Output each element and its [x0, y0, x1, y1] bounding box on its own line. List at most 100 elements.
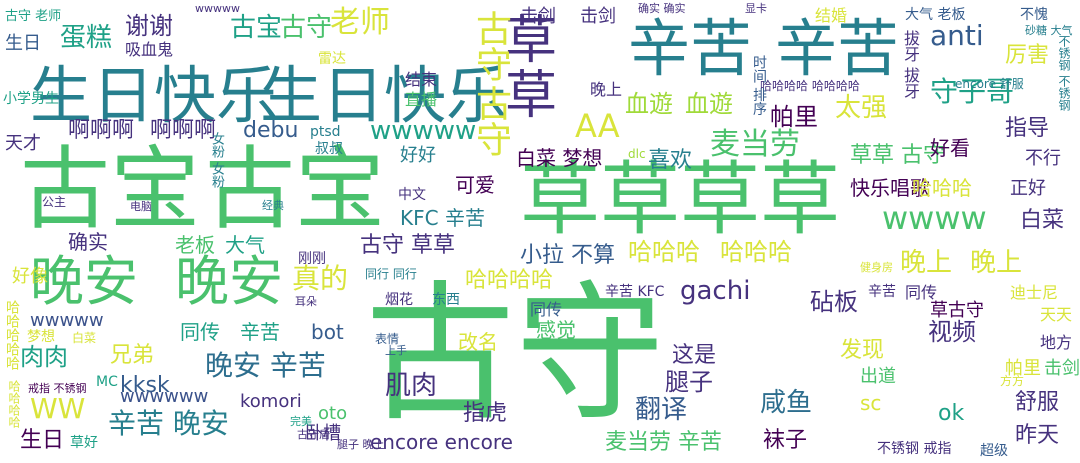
- cloud-word: 生日: [20, 428, 65, 453]
- cloud-word: 晚安 辛苦: [205, 349, 326, 382]
- cloud-word: 同传: [180, 320, 220, 344]
- cloud-word: WW: [30, 392, 86, 425]
- cloud-word: sc: [860, 391, 882, 415]
- cloud-word: 天天: [1040, 305, 1073, 324]
- cloud-word: 谢谢: [125, 12, 173, 40]
- cloud-word: 血遊: [625, 90, 673, 118]
- cloud-word: 不愧: [1020, 7, 1048, 23]
- cloud-word: wwwww: [195, 2, 240, 15]
- cloud-word: 昨天: [1015, 423, 1060, 448]
- cloud-word: 不行: [1025, 148, 1061, 169]
- cloud-word: 正好: [1010, 178, 1046, 199]
- cloud-word: 女粉 女粉: [209, 132, 224, 189]
- cloud-word: komori: [240, 391, 302, 412]
- cloud-word: 方方: [1000, 374, 1025, 388]
- cloud-word: 古宝: [20, 137, 200, 242]
- cloud-word: dlc: [628, 147, 646, 161]
- cloud-word: 戒指 不锈钢: [28, 382, 87, 395]
- cloud-word: 白菜: [72, 331, 97, 345]
- cloud-word: wwww: [882, 199, 987, 237]
- cloud-word: 叔叔: [315, 141, 343, 157]
- cloud-word: 生日快乐: [30, 59, 279, 132]
- cloud-word: 喜欢: [648, 148, 693, 173]
- cloud-word: 好像: [12, 266, 48, 287]
- cloud-word: 上手: [385, 344, 407, 357]
- cloud-word: oto: [318, 403, 348, 424]
- cloud-word: 草草 古守: [850, 143, 945, 168]
- cloud-word: 古守 老师: [5, 9, 62, 24]
- cloud-word: 晚上: [590, 80, 623, 99]
- cloud-word: 白菜 梦想: [516, 146, 603, 170]
- cloud-word: 不锈钢 不锈钢: [1057, 35, 1071, 111]
- cloud-word: 好好: [400, 145, 436, 166]
- cloud-word: AA: [575, 107, 620, 145]
- cloud-word: KFC 辛苦: [400, 206, 485, 230]
- cloud-word: 草古守: [930, 300, 984, 321]
- cloud-word: 古守: [280, 13, 333, 43]
- cloud-word: 白菜: [1020, 208, 1065, 233]
- cloud-word: 同行 同行: [365, 267, 417, 281]
- cloud-word: 晚上: [900, 248, 953, 278]
- cloud-word: 公主: [42, 195, 67, 209]
- cloud-word: 梦想: [27, 329, 55, 345]
- cloud-word: 啊啊啊: [68, 118, 135, 143]
- cloud-word: 袜子: [763, 428, 808, 453]
- cloud-word: 卧槽: [305, 423, 341, 444]
- cloud-word: wwwwww: [120, 386, 209, 407]
- cloud-word: 击剑: [580, 6, 616, 27]
- cloud-word: 肉肉: [20, 343, 68, 371]
- cloud-word: 健身房: [860, 261, 893, 274]
- cloud-word: 翻译: [635, 395, 688, 425]
- cloud-word: 地方: [1040, 333, 1073, 352]
- cloud-word: wwwww: [30, 310, 104, 331]
- cloud-word: 哈哈哈哈: [465, 268, 554, 293]
- cloud-word: 结婚: [815, 6, 848, 25]
- cloud-word: 腿子: [665, 368, 713, 396]
- cloud-word: 生日: [5, 33, 41, 54]
- cloud-word: gachi: [680, 276, 751, 306]
- cloud-word: 确实 确实: [638, 2, 686, 15]
- cloud-word: 厉害: [1005, 43, 1050, 68]
- cloud-word: 舒服: [1015, 390, 1060, 415]
- cloud-word: 肌肉: [385, 371, 438, 401]
- cloud-word: 辛苦 晚安: [108, 407, 229, 440]
- cloud-word: 古守: [470, 10, 511, 82]
- cloud-word: 好看: [930, 136, 970, 160]
- cloud-word: 辛苦 KFC: [605, 284, 665, 300]
- cloud-word: 古宝: [230, 13, 283, 43]
- cloud-word: debu: [243, 118, 299, 143]
- cloud-word: encore encore: [370, 430, 513, 454]
- cloud-word: 改名: [458, 330, 498, 354]
- cloud-word: 麦当劳: [710, 127, 800, 162]
- cloud-word: 迪士尼: [1010, 283, 1059, 302]
- cloud-word: 草: [505, 66, 558, 126]
- cloud-word: 咸鱼: [760, 388, 813, 418]
- cloud-word: 时间 排序: [751, 55, 767, 116]
- cloud-word: 晚安: [30, 250, 138, 313]
- cloud-word: 击剑: [520, 6, 556, 27]
- cloud-word: 草好: [70, 435, 98, 451]
- cloud-word: 完美: [290, 415, 312, 428]
- cloud-word: 拔牙 拔牙: [901, 30, 920, 100]
- cloud-word: 感觉: [536, 318, 576, 342]
- cloud-word: 帕里: [1005, 358, 1041, 379]
- cloud-word: 草: [505, 11, 558, 71]
- cloud-word: 超级: [980, 443, 1008, 459]
- cloud-word: 结束: [405, 70, 438, 89]
- cloud-word: 晚安: [175, 250, 283, 313]
- cloud-word: 这是: [672, 343, 717, 368]
- cloud-word: 指虎: [463, 401, 508, 426]
- cloud-word: wwwww: [370, 116, 477, 146]
- cloud-word: 老板: [175, 233, 215, 257]
- cloud-word: 辛苦: [628, 12, 753, 85]
- cloud-word: 小学男生: [3, 91, 59, 107]
- cloud-word: anti: [930, 19, 984, 52]
- cloud-word: 发现: [840, 338, 885, 363]
- cloud-word: 古守: [470, 85, 511, 157]
- cloud-word: 哈哈哈哈: [7, 380, 21, 428]
- cloud-word: 东西: [432, 292, 460, 308]
- cloud-word: kksk: [120, 373, 170, 398]
- cloud-word: 经典: [262, 199, 284, 212]
- cloud-word: 同传: [530, 300, 563, 319]
- cloud-word: 古宝: [205, 137, 385, 242]
